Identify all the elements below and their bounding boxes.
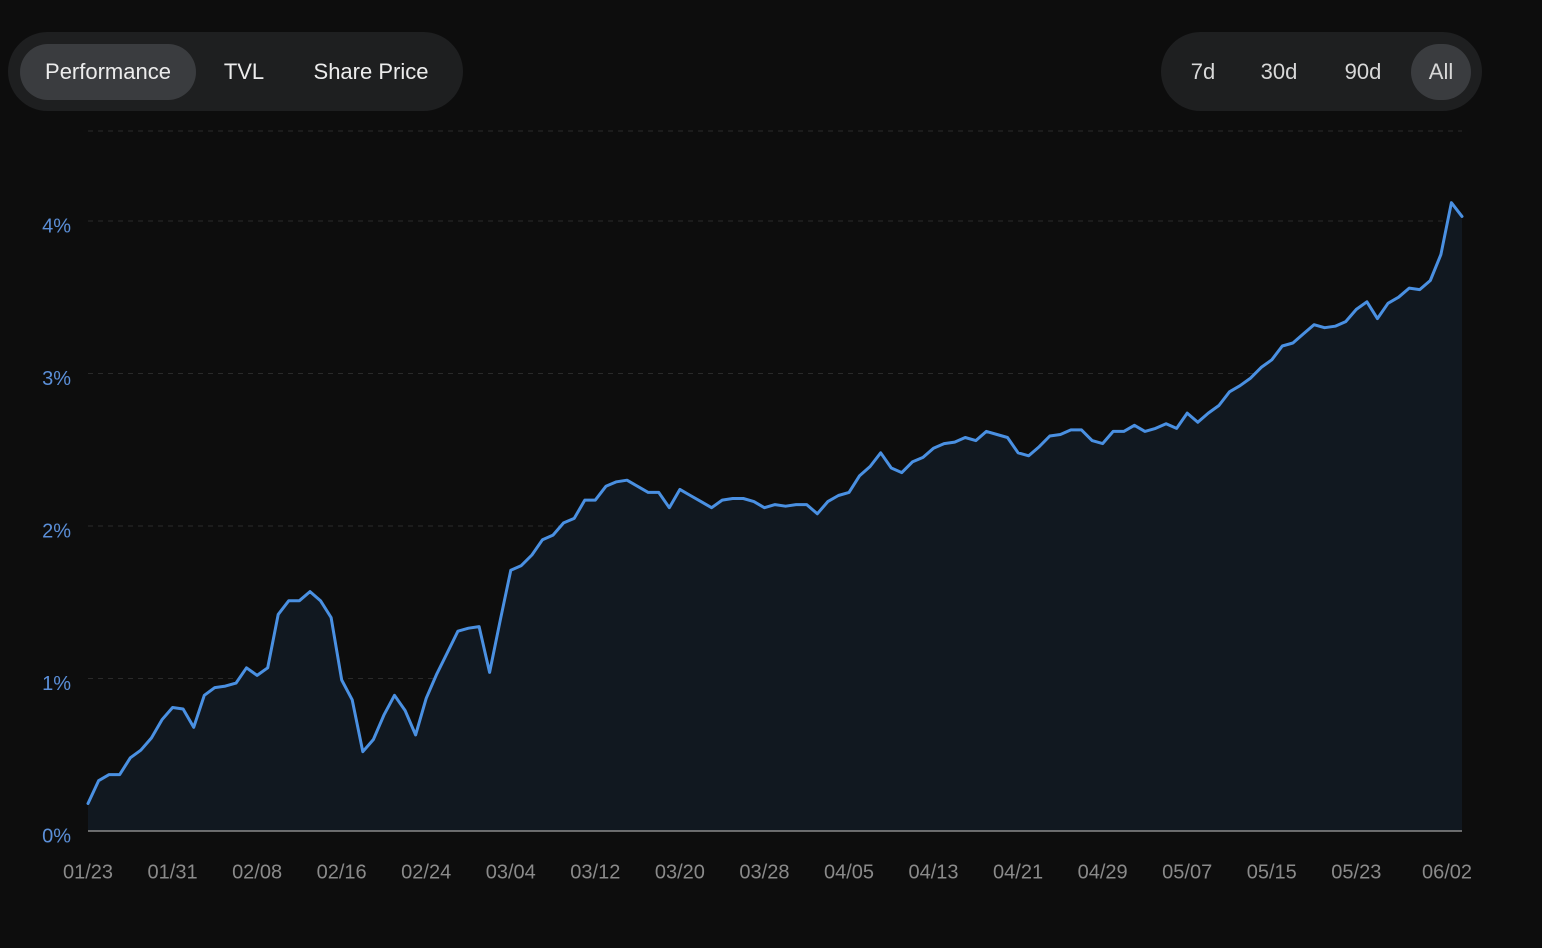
tab[interactable]: Share Price — [314, 59, 429, 84]
x-tick-label: 04/05 — [824, 861, 874, 883]
x-tick-label: 03/20 — [655, 861, 705, 883]
x-tick-label: 02/16 — [317, 861, 367, 883]
x-tick-label: 02/08 — [232, 861, 282, 883]
x-tick-label: 05/23 — [1331, 861, 1381, 883]
x-tick-label: 04/29 — [1078, 861, 1128, 883]
y-tick-label: 3% — [42, 368, 71, 390]
y-tick-label: 2% — [42, 520, 71, 542]
x-tick-label: 04/21 — [993, 861, 1043, 883]
x-tick-label: 05/07 — [1162, 861, 1212, 883]
range-button[interactable]: 7d — [1191, 59, 1215, 84]
x-tick-label: 02/24 — [401, 861, 451, 883]
x-tick-label: 03/12 — [570, 861, 620, 883]
x-tick-label: 06/02 — [1422, 861, 1472, 883]
y-tick-label: 1% — [42, 673, 71, 695]
x-tick-label: 03/28 — [739, 861, 789, 883]
x-tick-label: 04/13 — [909, 861, 959, 883]
line — [86, 201, 1464, 805]
range-selected-bg — [1411, 44, 1471, 100]
tab-selected-bg — [20, 44, 196, 100]
x-tick-label: 01/23 — [63, 861, 113, 883]
range-button[interactable]: 90d — [1345, 59, 1382, 84]
tab[interactable]: Performance — [45, 59, 171, 84]
y-tick-label: 0% — [42, 825, 71, 847]
area-fill — [88, 202, 1462, 831]
tab[interactable]: TVL — [224, 59, 264, 84]
range-group — [1161, 32, 1482, 111]
y-tick-label: 4% — [42, 215, 71, 237]
x-tick-label: 03/04 — [486, 861, 536, 883]
range-button[interactable]: 30d — [1261, 59, 1298, 84]
range-button[interactable]: All — [1429, 59, 1453, 84]
x-tick-label: 01/31 — [148, 861, 198, 883]
x-tick-label: 05/15 — [1247, 861, 1297, 883]
